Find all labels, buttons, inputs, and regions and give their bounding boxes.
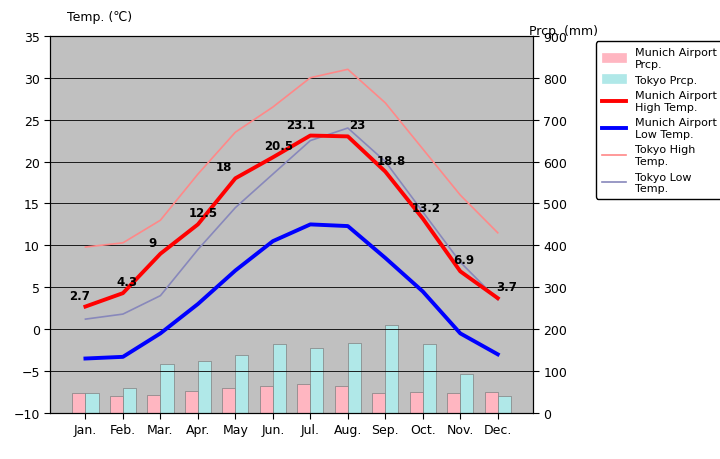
Tokyo Low
Temp. [493, 297, 502, 303]
Bar [310, 349, 323, 413]
Munich Airport
High Temp. [81, 304, 90, 310]
Bar [198, 361, 211, 413]
Bar [235, 355, 248, 413]
Text: 6.9: 6.9 [454, 254, 474, 267]
Bar [447, 393, 460, 413]
Munich Airport
Low Temp. [119, 354, 127, 360]
Text: 18.8: 18.8 [377, 154, 405, 167]
Bar [297, 384, 310, 413]
Bar [372, 393, 385, 413]
Tokyo High
Temp. [269, 105, 277, 111]
Tokyo Low
Temp. [194, 247, 202, 253]
Munich Airport
High Temp. [119, 291, 127, 296]
Line: Tokyo Low
Temp.: Tokyo Low Temp. [86, 129, 498, 319]
Munich Airport
Low Temp. [269, 239, 277, 244]
Bar [498, 397, 511, 413]
Munich Airport
High Temp. [306, 134, 315, 139]
Tokyo High
Temp. [418, 147, 427, 152]
Text: 9: 9 [149, 236, 157, 249]
Bar [185, 392, 198, 413]
Text: 3.7: 3.7 [497, 280, 518, 293]
Tokyo High
Temp. [156, 218, 165, 224]
Tokyo Low
Temp. [381, 159, 390, 165]
Munich Airport
High Temp. [194, 222, 202, 228]
Munich Airport
Low Temp. [81, 356, 90, 362]
Text: 4.3: 4.3 [116, 275, 138, 288]
Bar [335, 386, 348, 413]
Text: 13.2: 13.2 [412, 201, 441, 214]
Legend: Munich Airport
Prcp., Tokyo Prcp., Munich Airport
High Temp., Munich Airport
Low: Munich Airport Prcp., Tokyo Prcp., Munic… [596, 42, 720, 199]
Text: 2.7: 2.7 [69, 289, 90, 302]
Munich Airport
High Temp. [269, 155, 277, 161]
Text: 23: 23 [349, 119, 365, 132]
Munich Airport
High Temp. [156, 252, 165, 257]
Tokyo Low
Temp. [81, 317, 90, 322]
Tokyo Low
Temp. [156, 293, 165, 299]
Tokyo Low
Temp. [269, 172, 277, 178]
Text: 18: 18 [216, 161, 233, 174]
Line: Tokyo High
Temp.: Tokyo High Temp. [86, 70, 498, 247]
Munich Airport
Low Temp. [493, 352, 502, 357]
Tokyo Low
Temp. [418, 210, 427, 215]
Tokyo High
Temp. [231, 130, 240, 136]
Tokyo Low
Temp. [119, 312, 127, 317]
Bar [410, 392, 423, 413]
Bar [72, 393, 86, 413]
Text: Prcp. (mm): Prcp. (mm) [529, 25, 598, 38]
Bar [273, 344, 286, 413]
Tokyo Low
Temp. [231, 206, 240, 211]
Munich Airport
Low Temp. [231, 268, 240, 274]
Munich Airport
High Temp. [493, 296, 502, 301]
Bar [485, 392, 498, 413]
Line: Munich Airport
High Temp.: Munich Airport High Temp. [86, 136, 498, 307]
Munich Airport
High Temp. [418, 216, 427, 222]
Bar [385, 325, 398, 413]
Bar [460, 374, 473, 413]
Tokyo High
Temp. [306, 76, 315, 81]
Bar [110, 397, 123, 413]
Tokyo High
Temp. [194, 172, 202, 178]
Bar [260, 386, 273, 413]
Bar [148, 395, 161, 413]
Text: Temp. (℃): Temp. (℃) [67, 11, 132, 24]
Munich Airport
High Temp. [456, 269, 464, 274]
Tokyo Low
Temp. [306, 139, 315, 144]
Tokyo Low
Temp. [456, 260, 464, 265]
Tokyo High
Temp. [343, 67, 352, 73]
Tokyo High
Temp. [381, 101, 390, 106]
Tokyo High
Temp. [493, 230, 502, 236]
Tokyo High
Temp. [456, 193, 464, 198]
Tokyo High
Temp. [119, 241, 127, 246]
Line: Munich Airport
Low Temp.: Munich Airport Low Temp. [86, 225, 498, 359]
Munich Airport
Low Temp. [418, 289, 427, 295]
Munich Airport
Low Temp. [343, 224, 352, 230]
Munich Airport
High Temp. [231, 176, 240, 182]
Munich Airport
Low Temp. [456, 331, 464, 336]
Tokyo Low
Temp. [343, 126, 352, 131]
Text: 12.5: 12.5 [189, 207, 218, 220]
Bar [348, 343, 361, 413]
Bar [161, 364, 174, 413]
Munich Airport
Low Temp. [381, 256, 390, 261]
Bar [86, 393, 99, 413]
Munich Airport
Low Temp. [306, 222, 315, 228]
Tokyo High
Temp. [81, 245, 90, 250]
Munich Airport
High Temp. [343, 134, 352, 140]
Bar [423, 344, 436, 413]
Bar [222, 388, 235, 413]
Munich Airport
Low Temp. [156, 331, 165, 336]
Text: 20.5: 20.5 [264, 140, 293, 153]
Munich Airport
High Temp. [381, 169, 390, 175]
Text: 23.1: 23.1 [287, 118, 315, 131]
Bar [123, 388, 136, 413]
Munich Airport
Low Temp. [194, 302, 202, 307]
